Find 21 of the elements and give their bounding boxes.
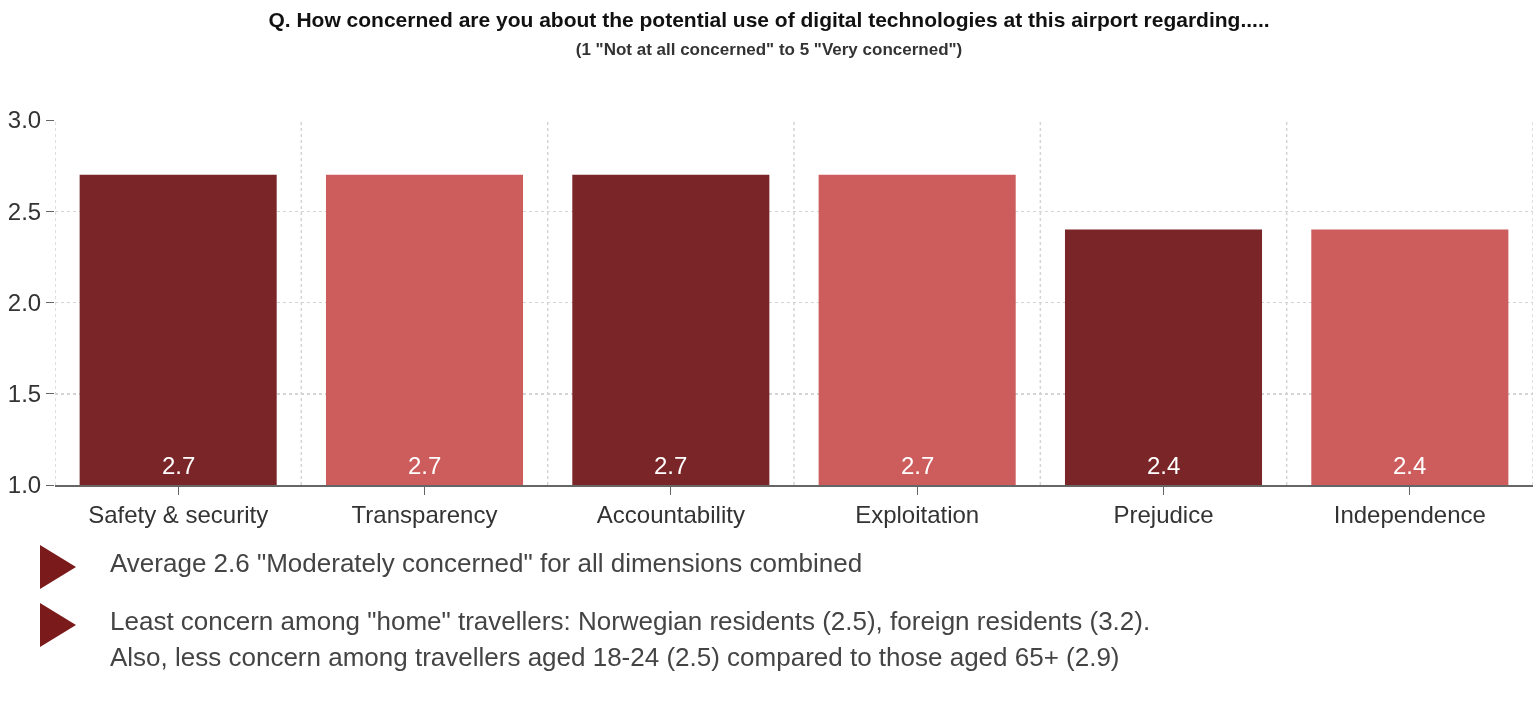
x-tick-label: Accountability — [596, 501, 745, 529]
y-tick-label: 1.5 — [7, 380, 42, 408]
chart-subtitle: (1 "Not at all concerned" to 5 "Very concerned") — [575, 39, 963, 59]
data-label: 2.4 — [1393, 452, 1427, 479]
chart-title: Q. How concerned are you about the potential use of digital technologies at this airport regarding..... — [268, 8, 1270, 32]
data-label: 2.7 — [162, 452, 196, 479]
y-tick-label: 3.0 — [7, 106, 42, 134]
data-label: 2.7 — [408, 452, 442, 479]
x-tick-label: Safety & security — [88, 501, 269, 529]
x-tick-label: Transparency — [351, 501, 498, 529]
x-tick-label: Prejudice — [1113, 501, 1214, 529]
text: Least concern among "home" travellers: Norwegian residents (2.5), foreign residents (3.2). Also, less concern among travellers aged 18-24 (2.5) compared to those aged 65+ (2.9) — [110, 605, 1151, 675]
y-tick-label: 2.0 — [7, 288, 42, 316]
data-label: 2.4 — [1147, 452, 1181, 479]
data-label: 2.7 — [654, 452, 688, 479]
y-tick-label: 1.0 — [7, 471, 42, 499]
x-tick-label: Independence — [1333, 501, 1486, 529]
text: Average 2.6 "Moderately concerned" for all dimensions combined — [110, 547, 863, 580]
x-tick-label: Exploitation — [855, 501, 980, 529]
data-label: 2.7 — [901, 452, 935, 479]
y-tick-label: 2.5 — [7, 197, 42, 225]
